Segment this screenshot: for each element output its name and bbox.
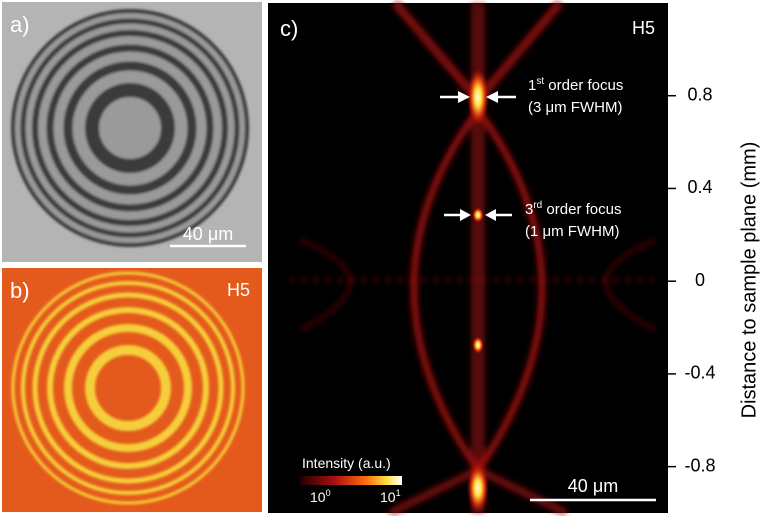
panel-tag: H5 [227,280,250,300]
colorbar-title: Intensity (a.u.) [302,455,391,471]
annotation-detail: (3 μm FWHM) [528,99,622,116]
colorbar-base: 10 [380,489,396,505]
first-order-focus [467,67,489,127]
annotation-detail: (1 μm FWHM) [525,223,619,240]
panel-label: b) [10,278,30,303]
panel-tag: H5 [632,18,655,38]
y-tick-label: 0.8 [687,84,712,104]
panel-a: a) 40 μm [2,2,262,262]
scale-bar-label: 40 μm [568,476,618,496]
page: a) 40 μm b) H5 c) [0,0,762,516]
panel-label: c) [280,16,298,41]
panel-b: b) H5 [2,268,262,512]
focus-spot [472,336,484,354]
third-order-focus [472,207,484,223]
y-tick-label: 0 [695,270,705,290]
annotation-text: order focus [544,77,623,94]
annotation-number: 1 [528,77,536,94]
scale-bar-label: 40 μm [183,224,233,244]
colorbar-exponent: 0 [326,488,331,498]
colorbar [300,476,402,485]
zone-rings [12,10,248,246]
panel-label: a) [10,12,30,37]
figure: a) 40 μm b) H5 c) [0,0,762,516]
y-tick-label: -0.8 [684,455,715,475]
annotation-text: order focus [542,201,621,218]
y-tick-label: 0.4 [687,177,712,197]
annotation-superscript: rd [533,200,542,211]
colorbar-exponent: 1 [396,488,401,498]
y-tick-label: -0.4 [684,363,715,383]
panel-c: c) H5 1st order focus (3 μm FWHM) 3rd or… [268,3,760,514]
annotation-number: 3 [525,201,533,218]
colorbar-base: 10 [310,489,326,505]
focus-spot [467,462,489,514]
axis-label: Distance to sample plane (mm) [738,142,760,419]
